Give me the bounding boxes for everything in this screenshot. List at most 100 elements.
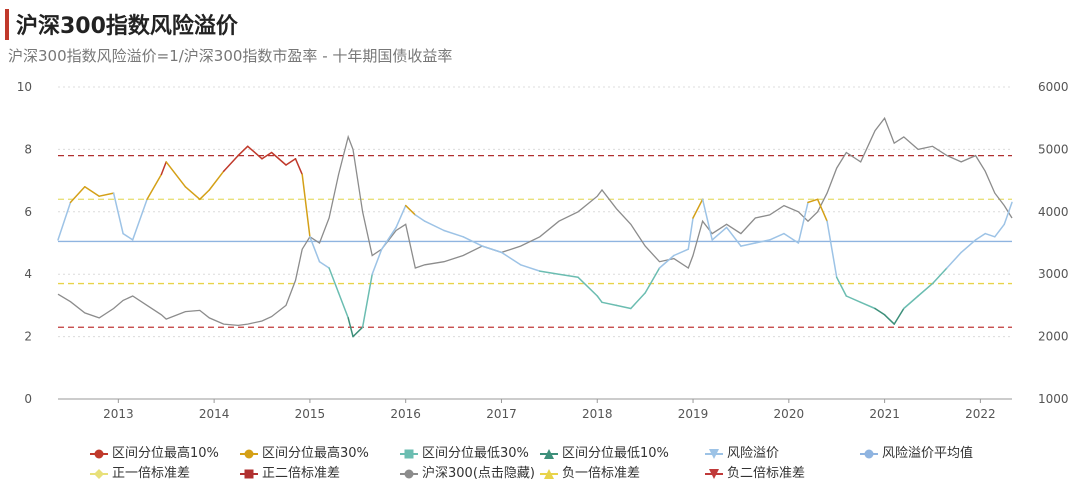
right-tick-label: 4000: [1038, 205, 1069, 219]
premium-segment: [208, 170, 225, 191]
premium-segment: [807, 198, 819, 204]
x-tick-label: 2022: [965, 407, 996, 421]
legend-item[interactable]: 区间分位最高10%: [90, 442, 219, 461]
reference-lines: [58, 154, 1012, 328]
premium-segment: [443, 229, 464, 238]
premium-segment: [146, 173, 163, 201]
premium-segment: [98, 192, 115, 197]
right-tick-label: 5000: [1038, 142, 1069, 156]
x-tick-label: 2017: [486, 407, 517, 421]
grid-layer: [58, 86, 1012, 400]
left-tick-label: 8: [24, 142, 32, 156]
premium-segment: [122, 232, 134, 241]
left-tick-label: 10: [17, 80, 32, 94]
legend-item[interactable]: 风险溢价: [705, 442, 779, 461]
premium-segment: [352, 326, 364, 338]
premium-segment: [740, 242, 757, 247]
series-layer: [57, 116, 1013, 338]
x-tick-label: 2020: [774, 407, 805, 421]
right-tick-label: 1000: [1038, 392, 1069, 406]
x-tick-label: 2014: [199, 407, 230, 421]
legend-item[interactable]: 正一倍标准差: [90, 462, 190, 481]
legend-item[interactable]: 沪深300(点击隐藏): [400, 462, 535, 481]
x-tick-label: 2015: [295, 407, 326, 421]
right-tick-label: 2000: [1038, 330, 1069, 344]
right-axis: 1000 2000 3000 4000 5000 6000: [1038, 80, 1069, 406]
premium-segment: [835, 276, 848, 297]
premium-segment: [883, 314, 895, 325]
x-tick-label: 2018: [582, 407, 613, 421]
premium-segment: [859, 301, 876, 310]
premium-segment: [380, 226, 397, 250]
premium-segment: [246, 145, 263, 160]
premium-segment: [160, 161, 167, 176]
legend-label: 正一倍标准差: [112, 466, 191, 481]
legend-item[interactable]: 负二倍标准差: [705, 462, 805, 481]
premium-segment: [270, 151, 287, 166]
premium-segment: [783, 232, 800, 244]
premium-segment: [328, 267, 340, 294]
premium-segment: [931, 267, 948, 285]
premium-segment: [318, 260, 330, 269]
legend-item[interactable]: 负一倍标准差: [540, 462, 640, 481]
page-title: 沪深300指数风险溢价: [16, 14, 238, 39]
premium-segment: [462, 236, 484, 247]
premium-segment: [577, 276, 599, 297]
triangle-down-marker-icon: [705, 448, 723, 459]
premium-segment: [596, 295, 603, 304]
premium-segment: [701, 198, 713, 241]
premium-segment: [69, 186, 86, 204]
legend-item[interactable]: 区间分位最高30%: [240, 442, 369, 461]
premium-segment: [725, 226, 742, 247]
premium-segment: [946, 251, 962, 269]
premium-segment: [692, 198, 704, 219]
premium-segment: [424, 220, 445, 232]
triangle-up-marker-icon: [540, 448, 558, 459]
triangle-down-marker-icon: [705, 468, 723, 479]
premium-segment: [754, 239, 771, 244]
premium-segment: [1003, 201, 1013, 226]
premium-segment: [112, 192, 124, 235]
premium-segment: [768, 232, 785, 241]
circle-marker-icon: [400, 469, 418, 478]
legend-item[interactable]: 风险溢价平均值: [860, 442, 973, 461]
right-tick-label: 6000: [1038, 80, 1069, 94]
legend-label: 负一倍标准差: [562, 466, 641, 481]
legend-item[interactable]: 区间分位最低30%: [400, 442, 529, 461]
left-tick-label: 0: [24, 392, 32, 406]
premium-segment: [404, 204, 417, 216]
premium-segment: [845, 295, 862, 304]
premium-segment: [371, 248, 383, 275]
premium-segment: [131, 198, 148, 241]
left-tick-label: 4: [24, 267, 32, 281]
legend-label: 区间分位最高30%: [262, 446, 369, 461]
premium-segment: [199, 189, 211, 201]
premium-segment: [658, 254, 675, 269]
premium-segment: [687, 217, 694, 250]
legend-label: 区间分位最高10%: [112, 446, 219, 461]
x-tick-label: 2013: [103, 407, 134, 421]
premium-segment: [797, 201, 809, 244]
diamond-marker-icon: [90, 468, 108, 479]
left-tick-label: 6: [24, 205, 32, 219]
title-accent-bar: [5, 9, 9, 40]
premium-segment: [294, 158, 303, 176]
left-tick-label: 2: [24, 330, 32, 344]
premium-segment: [481, 245, 503, 254]
premium-segment: [816, 198, 828, 222]
premium-segment: [361, 273, 373, 328]
premium-segment: [261, 151, 273, 160]
x-axis: 2013 2014 2015 2016 2017 2018 2019 2020 2021 2022: [58, 398, 1012, 421]
legend-item[interactable]: 区间分位最低10%: [540, 442, 669, 461]
legend-label: 正二倍标准差: [262, 466, 341, 481]
left-axis: 0 2 4 6 8 10: [17, 80, 32, 406]
premium-segment: [414, 214, 426, 222]
circle-marker-icon: [860, 449, 878, 458]
premium-segment: [893, 307, 905, 325]
legend-item[interactable]: 正二倍标准差: [240, 462, 340, 481]
legend-label: 风险溢价: [727, 446, 780, 461]
premium-segment: [984, 232, 996, 238]
premium-segment: [994, 223, 1006, 238]
premium-segment: [917, 282, 934, 297]
premium-segment: [395, 204, 407, 229]
